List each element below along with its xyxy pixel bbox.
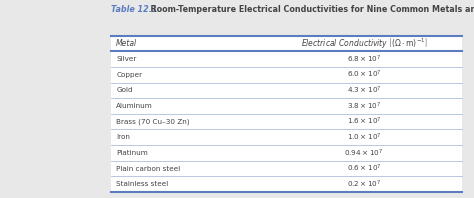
Text: $6.8 \times 10^7$: $6.8 \times 10^7$ <box>346 53 381 65</box>
Text: $1.6 \times 10^7$: $1.6 \times 10^7$ <box>346 116 381 127</box>
Text: $4.3 \times 10^7$: $4.3 \times 10^7$ <box>346 85 381 96</box>
Text: $6.0 \times 10^7$: $6.0 \times 10^7$ <box>346 69 381 80</box>
Text: Plain carbon steel: Plain carbon steel <box>116 166 181 172</box>
Text: $1.0 \times 10^7$: $1.0 \times 10^7$ <box>346 132 381 143</box>
Text: Silver: Silver <box>116 56 137 62</box>
Text: Iron: Iron <box>116 134 130 140</box>
Text: Copper: Copper <box>116 72 142 78</box>
Text: $0.2 \times 10^7$: $0.2 \times 10^7$ <box>347 179 381 190</box>
Text: $\mathit{Electrical\ Conductivity}$ $\left[(\Omega \cdot \mathrm{m})^{-1}\right]: $\mathit{Electrical\ Conductivity}$ $\le… <box>301 36 427 51</box>
Text: $0.6 \times 10^7$: $0.6 \times 10^7$ <box>346 163 381 174</box>
Bar <box>111 36 462 192</box>
Text: Gold: Gold <box>116 87 133 93</box>
Text: Brass (70 Cu–30 Zn): Brass (70 Cu–30 Zn) <box>116 118 190 125</box>
Text: Aluminum: Aluminum <box>116 103 153 109</box>
Text: $0.94 \times 10^7$: $0.94 \times 10^7$ <box>344 147 383 159</box>
Text: Table 12.1: Table 12.1 <box>111 5 158 14</box>
Text: Platinum: Platinum <box>116 150 148 156</box>
Text: Room-Temperature Electrical Conductivities for Nine Common Metals and Alloys: Room-Temperature Electrical Conductiviti… <box>145 5 474 14</box>
Text: $3.8 \times 10^7$: $3.8 \times 10^7$ <box>346 100 381 112</box>
Text: Metal: Metal <box>116 39 137 48</box>
Text: Stainless steel: Stainless steel <box>116 181 168 187</box>
